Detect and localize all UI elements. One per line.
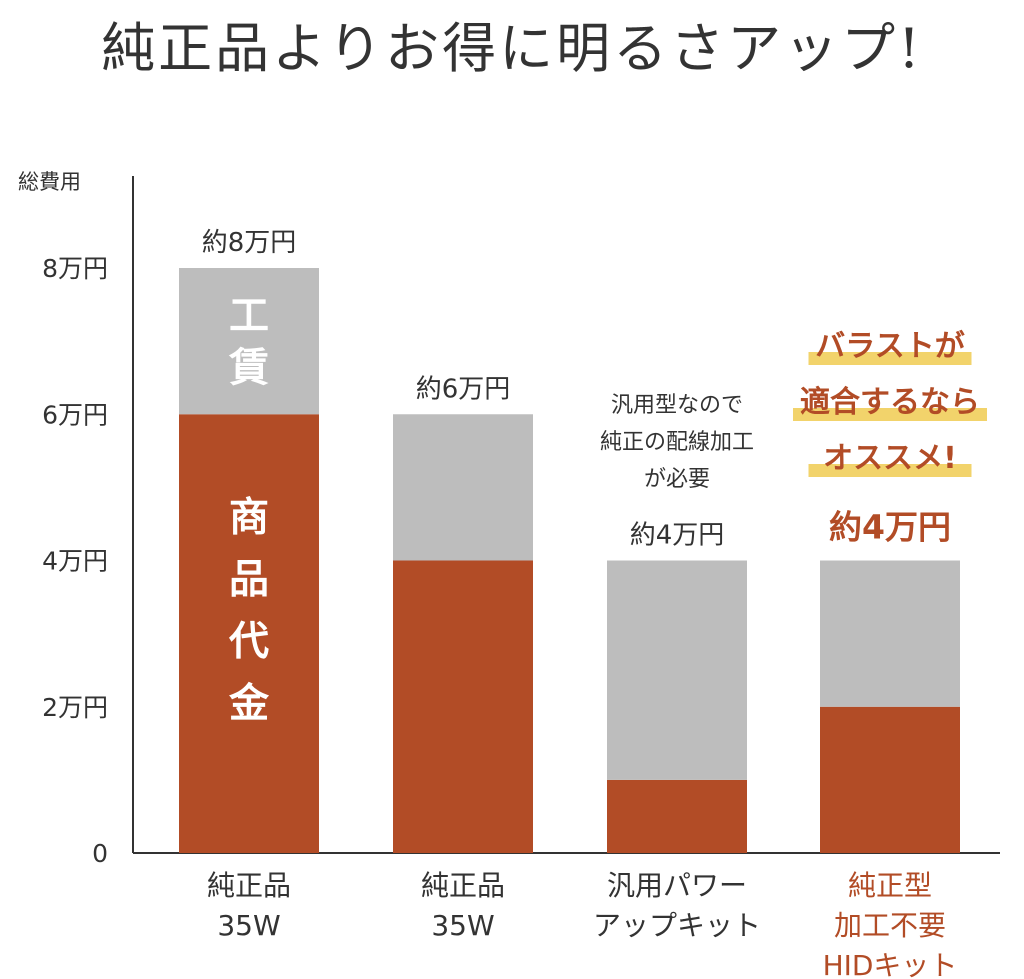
y-axis-label: 総費用	[18, 170, 81, 194]
page-title: 純正品よりお得に明るさアップ!	[101, 17, 923, 80]
x-category-label: 汎用パワー	[607, 869, 747, 902]
bar-product-segment	[179, 414, 319, 853]
y-tick-label: 6万円	[42, 400, 108, 429]
bar-total-label: 約4万円	[829, 508, 951, 547]
bar-product-segment	[393, 560, 533, 853]
bar-total-label: 約8万円	[202, 228, 297, 258]
x-category-label: 加工不要	[834, 909, 946, 942]
bar-labor-segment	[393, 414, 533, 561]
y-tick-label: 4万円	[42, 547, 108, 576]
x-category-label: HIDキット	[823, 949, 958, 979]
x-category-label: 35W	[217, 909, 280, 942]
promo-text: バラストが	[815, 329, 964, 364]
product-segment-label: 品	[229, 557, 269, 603]
x-category-label: 純正品	[207, 869, 291, 902]
promo-marker-highlight	[793, 408, 987, 421]
y-tick-label: 2万円	[42, 693, 108, 722]
kit-note-text: 汎用型なので	[611, 393, 743, 418]
bar-total-label: 約6万円	[416, 374, 511, 404]
x-category-label: 35W	[431, 909, 494, 942]
y-tick-label: 0	[92, 839, 108, 868]
x-category-label: アップキット	[593, 909, 761, 942]
bar-product-segment	[607, 779, 747, 853]
product-segment-label: 金	[228, 681, 270, 727]
x-category-label: 純正型	[848, 869, 932, 902]
x-category-label: 純正品	[421, 869, 505, 902]
bar-labor-segment	[179, 268, 319, 415]
product-segment-label: 商	[229, 495, 269, 541]
product-segment-label: 代	[228, 619, 269, 665]
bars	[179, 268, 960, 853]
y-tick-label: 8万円	[42, 254, 108, 283]
labor-segment-label: 賃	[228, 345, 269, 391]
bar-total-label: 約4万円	[630, 521, 725, 551]
promo-marker-highlight	[808, 352, 972, 365]
promo-marker-highlight	[808, 464, 972, 477]
bar-product-segment	[820, 706, 960, 853]
kit-note-text: が必要	[644, 467, 710, 492]
bar-labor-segment	[607, 560, 747, 780]
kit-note-text: 純正の配線加工	[600, 430, 754, 455]
labor-segment-label: 工	[229, 293, 269, 339]
promo-text: 適合するなら	[800, 385, 980, 420]
axes: 0 2万円 4万円 6万円 8万円	[42, 176, 1000, 868]
bar-labor-segment	[820, 560, 960, 707]
promo-text: オススメ!	[823, 441, 957, 476]
